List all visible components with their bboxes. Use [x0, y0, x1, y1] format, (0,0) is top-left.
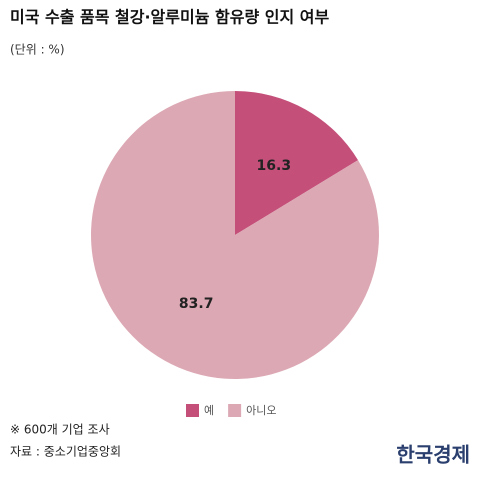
- chart-subtitle: (단위 : %): [10, 43, 65, 57]
- pie-slice: [91, 91, 380, 379]
- legend-label: 아니오: [246, 404, 276, 417]
- data-label: 83.7: [179, 296, 214, 312]
- logo: 한국경제: [396, 443, 470, 467]
- legend-swatch: [186, 404, 199, 417]
- pie-slice: [235, 91, 359, 235]
- note: 자료 : 중소기업중앙회: [10, 445, 121, 459]
- chart-title: 미국 수출 품목 철강·알루미늄 함유량 인지 여부: [10, 8, 329, 27]
- legend-swatch: [228, 404, 242, 417]
- note: ※ 600개 기업 조사: [10, 423, 110, 437]
- legend-label: 예: [204, 404, 214, 417]
- data-label: 16.3: [257, 158, 292, 174]
